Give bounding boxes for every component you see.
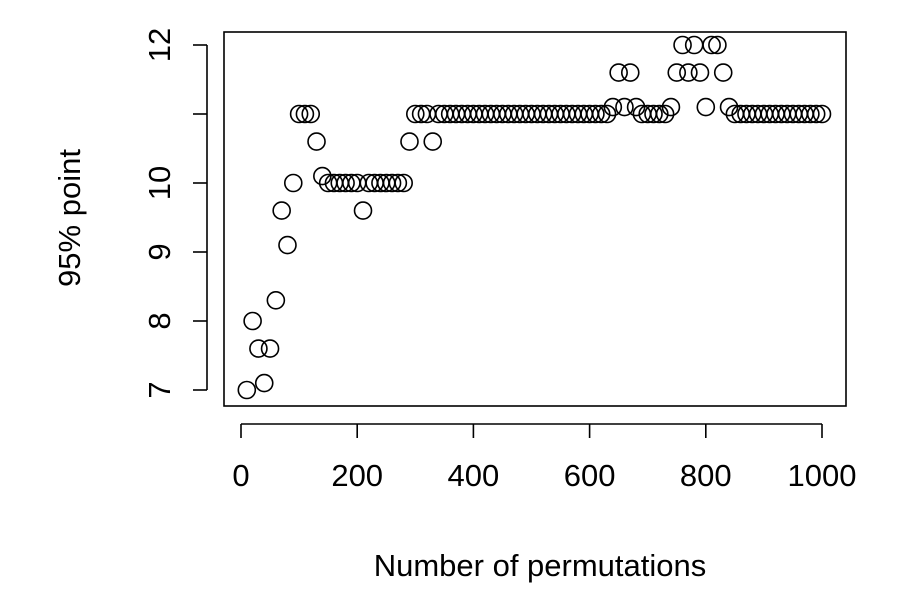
data-point [679, 63, 698, 82]
data-point [597, 104, 617, 124]
data-point [278, 235, 297, 255]
data-point [609, 63, 628, 82]
data-point [237, 380, 257, 400]
x-tick-label: 800 [680, 458, 732, 493]
data-point [644, 104, 663, 124]
data-point [301, 104, 321, 124]
data-point [591, 104, 611, 124]
x-tick-label: 1000 [788, 458, 857, 493]
data-point [388, 173, 408, 193]
data-point [719, 97, 739, 117]
y-tick-label: 10 [142, 166, 177, 200]
data-point [283, 173, 303, 193]
data-point [394, 173, 413, 193]
data-point [336, 173, 355, 193]
x-tick-label: 200 [331, 458, 383, 493]
data-point [696, 97, 716, 117]
data-point [713, 63, 733, 82]
data-point [243, 311, 262, 331]
data-points [237, 35, 832, 400]
x-tick-label: 400 [448, 458, 500, 493]
x-axis-label: Number of permutations [374, 548, 707, 583]
y-tick-label: 8 [142, 312, 177, 329]
data-point [603, 97, 623, 117]
data-point [655, 104, 675, 124]
data-point [801, 104, 820, 124]
y-tick-label: 12 [142, 28, 177, 62]
data-point [260, 339, 280, 358]
data-point [684, 35, 704, 55]
x-axis: 0 200 400 600 800 1000 [232, 423, 857, 493]
data-point [708, 35, 727, 55]
data-point [690, 63, 710, 82]
y-tick-label: 9 [142, 243, 177, 260]
data-point [661, 97, 681, 117]
data-point [289, 104, 309, 124]
data-point [702, 35, 721, 55]
data-point [400, 132, 419, 151]
data-point [272, 201, 291, 220]
y-tick-label: 7 [142, 381, 177, 398]
data-point [266, 290, 286, 310]
data-point [650, 104, 669, 124]
data-point [812, 104, 832, 124]
y-axis: 7 8 9 10 12 [142, 28, 208, 399]
x-tick-label: 0 [232, 458, 249, 493]
data-point [423, 132, 443, 151]
data-point [382, 173, 402, 193]
plot-box [223, 31, 847, 407]
x-tick-label: 600 [564, 458, 616, 493]
data-point [806, 104, 826, 124]
data-point [295, 104, 315, 124]
data-point [254, 373, 274, 393]
y-axis-label: 95% point [52, 149, 87, 287]
data-point [249, 339, 268, 358]
data-point [620, 63, 640, 82]
data-point [586, 104, 605, 124]
data-point [626, 97, 646, 117]
data-point [667, 63, 687, 82]
data-point [615, 97, 634, 117]
data-point [353, 201, 373, 220]
data-point [405, 104, 425, 124]
data-point [673, 35, 692, 55]
data-point [307, 132, 326, 151]
data-point [313, 166, 332, 186]
